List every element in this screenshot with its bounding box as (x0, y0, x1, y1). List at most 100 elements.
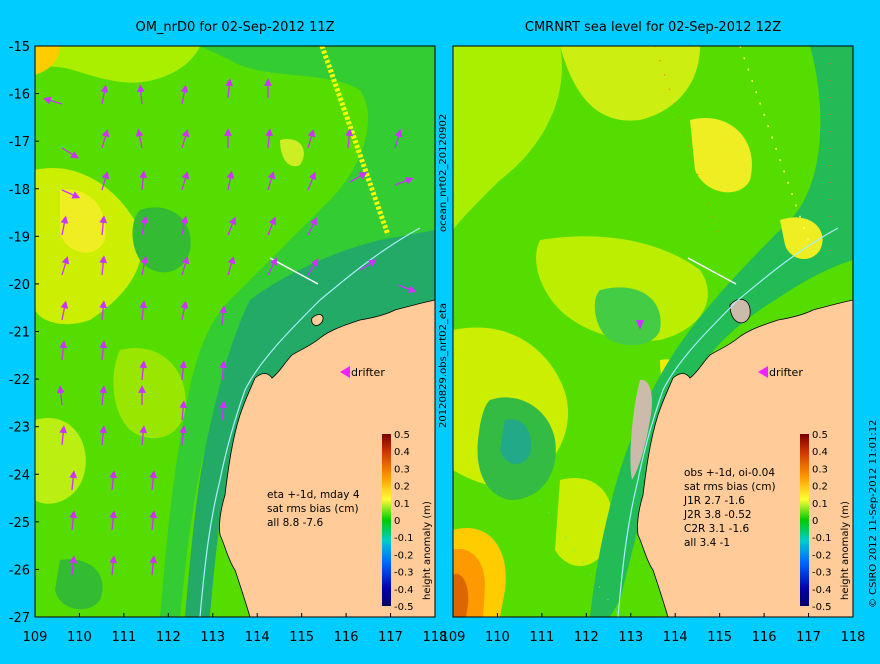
left-island (311, 314, 324, 326)
velocity-arrow (149, 470, 158, 491)
velocity-arrow (179, 400, 188, 421)
velocity-arrow (219, 305, 228, 326)
colorbar-tick-label: 0.3 (812, 464, 828, 475)
colorbar-tick-label: 0 (812, 516, 818, 527)
velocity-arrow (307, 128, 316, 149)
longitude-tick-label: 116 (752, 630, 777, 645)
velocity-arrow (180, 300, 189, 321)
velocity-arrow (394, 128, 403, 149)
right-high-patch (453, 46, 562, 230)
left-low-band (160, 46, 435, 617)
credit-label: © CSIRO 2012 11-Sep-2012 11:01:12 (868, 420, 879, 608)
right-annotation-line-5: C2R 3.1 -1.6 (684, 523, 749, 535)
left-panel-title: OM_nrD0 for 02-Sep-2012 11Z (135, 20, 334, 35)
right-longitude-ticks: 109 110 111 112 113 114 115 116 117 118 (441, 613, 866, 645)
velocity-arrow (227, 255, 236, 276)
colorbar-tick-label: 0.5 (394, 430, 410, 441)
right-colorbar-ticks: 0.5 0.4 0.3 0.2 0.1 0 -0.1 -0.2 -0.3 -0.4 -0.5 (812, 430, 832, 613)
right-satellite-track (654, 46, 721, 241)
colorbar-tick-label: 0.4 (812, 447, 828, 458)
left-shelf-contour (199, 227, 421, 617)
velocity-arrow (99, 425, 108, 446)
velocity-arrow (359, 259, 377, 271)
longitude-tick-label: 111 (529, 630, 554, 645)
longitude-tick-label: 109 (23, 630, 48, 645)
velocity-arrow (99, 300, 108, 321)
velocity-arrow (42, 96, 63, 105)
velocity-arrow (109, 470, 118, 491)
latitude-tick-label: -18 (9, 183, 30, 198)
right-colorbar-label: height anomaly (m) (840, 501, 851, 600)
velocity-arrow (265, 128, 274, 149)
left-low-patch (55, 559, 103, 610)
colorbar-tick-label: 0.2 (394, 482, 410, 493)
longitude-tick-label: 118 (841, 630, 866, 645)
velocity-arrow (267, 216, 277, 236)
longitude-tick-label: 118 (423, 630, 448, 645)
latitude-tick-label: -27 (9, 611, 30, 626)
velocity-arrow (101, 170, 110, 191)
velocity-arrow (69, 470, 78, 491)
right-annotation-line-4: J2R 3.8 -0.52 (683, 509, 752, 521)
longitude-tick-label: 113 (200, 630, 225, 645)
left-longitude-ticks: 109 110 111 112 113 114 115 116 117 118 (23, 613, 448, 645)
left-land-mass (219, 299, 435, 617)
velocity-arrow (139, 360, 148, 381)
velocity-arrow (180, 215, 189, 236)
colorbar-tick-label: 0.2 (812, 482, 828, 493)
right-high-patch (780, 217, 823, 260)
colorbar-tick-label: 0.5 (812, 430, 828, 441)
velocity-arrow (60, 215, 69, 236)
longitude-tick-label: 110 (485, 630, 510, 645)
velocity-arrow (149, 555, 158, 576)
latitude-tick-label: -16 (9, 88, 30, 103)
latitude-tick-label: -25 (9, 516, 30, 531)
right-high-patch (560, 46, 700, 121)
velocity-arrow (227, 216, 237, 236)
velocity-arrow (69, 510, 78, 531)
latitude-tick-label: -23 (9, 421, 30, 436)
velocity-arrow (136, 84, 145, 105)
left-high-patch (35, 46, 200, 83)
colorbar-tick-label: -0.2 (812, 550, 832, 561)
velocity-arrow (61, 189, 81, 199)
right-high-patch (453, 574, 469, 617)
left-high-patch (113, 348, 186, 439)
right-drifter-label: drifter (769, 366, 803, 379)
right-annotation-line-1: obs +-1d, oi-0.04 (684, 467, 775, 479)
colorbar-tick-label: 0.1 (812, 499, 828, 510)
longitude-tick-label: 116 (334, 630, 359, 645)
velocity-arrow (225, 78, 234, 99)
colorbar-tick-label: -0.5 (812, 602, 832, 613)
right-section-line (687, 257, 737, 285)
velocity-arrow (99, 385, 108, 406)
left-high-patch (60, 189, 106, 253)
velocity-arrow (69, 555, 78, 576)
colorbar-tick-label: -0.1 (812, 533, 832, 544)
left-latitude-ticks: -15 -16 -17 -18 -19 -20 -21 -22 -23 -24 -25 -26 -27 (9, 40, 39, 626)
left-annotation-line-1: eta +-1d, mday 4 (267, 489, 360, 501)
latitude-tick-label: -17 (9, 135, 30, 150)
latitude-tick-label: -20 (9, 278, 30, 293)
colorbar-tick-label: 0.1 (394, 499, 410, 510)
longitude-tick-label: 117 (378, 630, 403, 645)
left-colorbar-label: height anomaly (m) (422, 501, 433, 600)
velocity-arrow (56, 385, 65, 406)
colorbar-tick-label: 0.3 (394, 464, 410, 475)
right-map-frame (452, 45, 854, 618)
velocity-arrow (219, 400, 228, 421)
left-colorbar (382, 434, 391, 606)
right-low-patch (500, 419, 532, 465)
velocity-arrow (180, 84, 189, 105)
left-drifter-label: drifter (351, 366, 385, 379)
velocity-arrow (349, 172, 368, 183)
velocity-arrow (99, 215, 108, 236)
left-map: drifter OM_nrD0 for 02-Sep-2012 11Z eta … (34, 20, 436, 618)
velocity-arrow (181, 128, 190, 149)
right-annotation-line-3: J1R 2.7 -1.6 (683, 495, 745, 507)
longitude-tick-label: 109 (441, 630, 466, 645)
velocity-arrow (109, 555, 118, 576)
velocity-arrow (99, 255, 108, 276)
side-label-bottom: 20120829.obs_nrt02_eta (438, 303, 449, 428)
colorbar-tick-label: -0.1 (394, 533, 414, 544)
